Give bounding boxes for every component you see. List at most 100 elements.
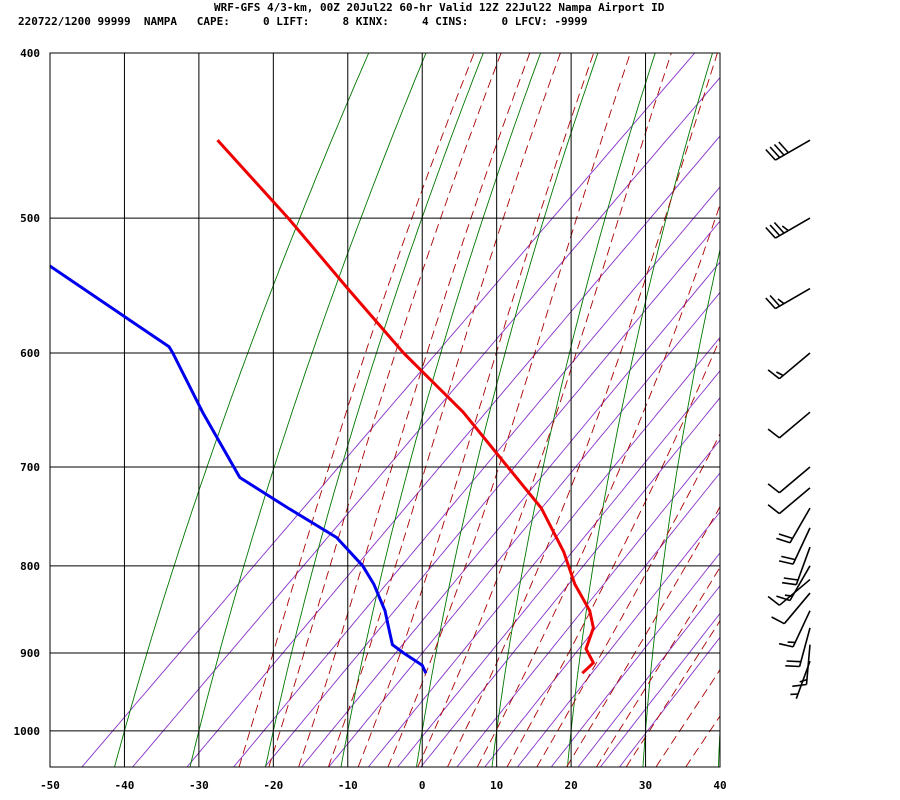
wind-barb-feather	[767, 369, 780, 380]
mixing-ratio-line	[517, 511, 720, 767]
moist-adiabat-line	[655, 668, 720, 767]
dry-adiabat-line	[869, 53, 900, 767]
mixing-ratio-line	[368, 336, 720, 767]
mixing-ratio-line	[619, 636, 720, 767]
wind-barb-staff	[792, 610, 811, 648]
moist-adiabat-line	[476, 203, 720, 767]
temperature-tick-label: 10	[490, 779, 503, 792]
wind-barb-staff	[774, 217, 811, 239]
wind-barb-staff	[778, 578, 811, 606]
wind-barb	[767, 352, 811, 380]
sounding-indices: 220722/1200 99999 NAMPA CAPE: 0 LIFT: 8 …	[18, 15, 588, 28]
dry-adiabat-line	[567, 53, 713, 767]
wind-barb-feather	[769, 146, 781, 159]
wind-barb-feather	[769, 294, 781, 307]
wind-barb-feather	[767, 483, 780, 494]
temperature-tick-label: 0	[419, 779, 426, 792]
moist-adiabat-line	[268, 53, 502, 767]
mixing-ratio-line	[301, 261, 720, 767]
wind-barb-staff	[778, 411, 811, 439]
temperature-tick-label: -30	[189, 779, 209, 792]
dry-adiabat-line	[265, 53, 484, 767]
wind-barb-feather	[778, 560, 794, 565]
wind-barb-feather	[781, 555, 796, 561]
temperature-axis: -50 -40 -30 -20 -10 0 10 20 30 40	[40, 779, 727, 792]
wind-barb-staff	[795, 660, 811, 699]
moist-adiabat-line	[447, 53, 718, 767]
moist-adiabat-line	[536, 432, 720, 767]
wind-barb-feather	[773, 143, 785, 156]
wind-barb-feather	[785, 665, 800, 668]
pressure-tick-label: 800	[20, 560, 40, 573]
wind-barb-feather	[765, 297, 776, 310]
mixing-ratio-line	[132, 76, 720, 767]
moist-adiabat-line	[327, 53, 561, 767]
wind-barb-feather	[767, 504, 780, 515]
mixing-ratio-line	[550, 552, 720, 767]
wind-barb-feather	[771, 616, 785, 625]
temperature-tick-label: -40	[115, 779, 135, 792]
wind-barb-feather	[767, 428, 780, 439]
wind-barb-feather	[781, 581, 797, 586]
wind-barb-staff	[774, 287, 811, 310]
wind-barb	[776, 507, 811, 544]
moist-adiabat-line	[596, 566, 720, 767]
moist-adiabat-line	[387, 53, 631, 767]
temperature-tick-label: -20	[263, 779, 283, 792]
pressure-axis: 400 500 600 700 800 900 1000	[14, 47, 41, 738]
wind-barb	[771, 592, 811, 625]
mixing-ratio-line	[484, 472, 720, 767]
dry-adiabat-line	[340, 53, 542, 767]
wind-barb	[765, 139, 811, 161]
background-lines	[81, 53, 900, 767]
mixing-ratio-line	[456, 439, 720, 767]
wind-barb-feather	[783, 577, 799, 581]
moist-adiabat-line	[506, 337, 720, 767]
profile-traces	[50, 139, 595, 675]
temperature-tick-label: 20	[564, 779, 577, 792]
wind-barb	[790, 660, 811, 699]
pressure-tick-label: 400	[20, 47, 40, 60]
pressure-tick-label: 700	[20, 461, 40, 474]
wind-barb-feather	[776, 371, 784, 377]
wind-barb-feather	[781, 225, 789, 232]
dry-adiabat-line	[794, 53, 885, 767]
moist-adiabat-line	[357, 53, 595, 767]
pressure-tick-label: 900	[20, 647, 40, 660]
moist-adiabat-line	[298, 53, 531, 767]
moist-adiabat-line	[625, 619, 720, 767]
wind-barb-feather	[778, 533, 793, 540]
wind-barb-feather	[765, 148, 776, 161]
dry-adiabat-line	[416, 53, 599, 767]
wind-barb-staff	[795, 546, 811, 585]
wind-barb-feather	[777, 298, 785, 305]
chart-title: WRF-GFS 4/3-km, 00Z 20Jul22 60-hr Valid …	[214, 1, 665, 14]
wind-barb	[781, 546, 811, 586]
mixing-ratio-line	[397, 370, 720, 767]
wind-barb-feather	[769, 224, 781, 237]
mixing-ratio-line	[577, 585, 720, 767]
dewpoint-profile	[50, 264, 428, 674]
wind-barb	[767, 411, 811, 439]
wind-barb	[767, 578, 811, 606]
temperature-profile	[216, 139, 595, 675]
wind-barb-feather	[767, 595, 780, 606]
wind-barb-feather	[765, 226, 776, 239]
mixing-ratio-line	[186, 135, 720, 767]
wind-barb-staff	[783, 592, 811, 625]
moist-adiabat-line	[566, 505, 720, 767]
wind-barb-staff	[778, 487, 811, 515]
pressure-tick-label: 600	[20, 347, 40, 360]
dry-adiabat-line	[717, 722, 720, 767]
grid-lines	[50, 52, 721, 767]
wind-barb	[778, 610, 811, 648]
wind-barb-staff	[798, 627, 811, 667]
dry-adiabat-line	[642, 247, 720, 767]
wind-barb-staff	[778, 466, 811, 494]
wind-barbs	[765, 139, 811, 699]
mixing-ratio-line	[600, 612, 720, 767]
wind-barb	[785, 627, 811, 668]
dry-adiabat-line	[189, 53, 427, 767]
temperature-tick-label: -10	[338, 779, 358, 792]
